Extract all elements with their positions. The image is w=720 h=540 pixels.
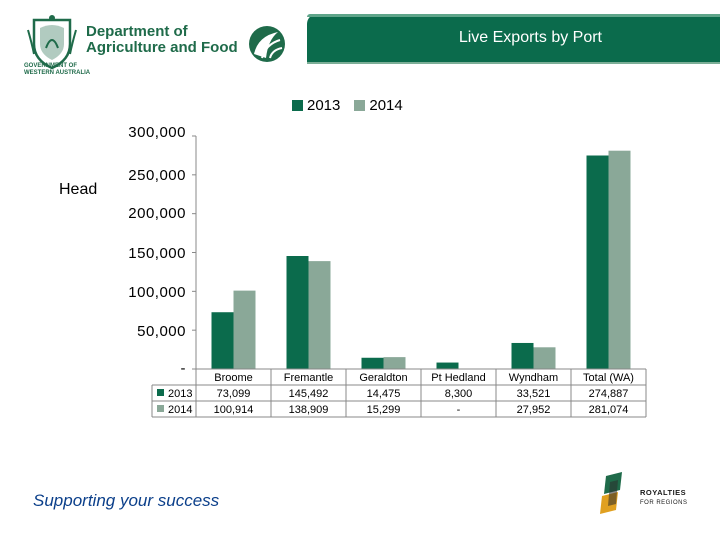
govt-line-2: WESTERN AUSTRALIA bbox=[24, 70, 91, 76]
data-value-label: 14,475 bbox=[367, 388, 401, 400]
x-category-label: Broome bbox=[214, 372, 253, 384]
bar-2013-fremantle bbox=[286, 256, 309, 369]
tagline: Supporting your success bbox=[33, 491, 220, 510]
x-category-label: Pt Hedland bbox=[431, 372, 485, 384]
y-tick-label: - bbox=[180, 360, 186, 377]
data-value-label: 281,074 bbox=[589, 404, 629, 416]
y-tick-label: 300,000 bbox=[128, 124, 186, 141]
y-tick-label: 100,000 bbox=[128, 284, 186, 301]
department-line-2: Agriculture and Food bbox=[86, 39, 238, 56]
y-tick-label: 200,000 bbox=[128, 205, 186, 222]
legend-swatch-2014 bbox=[354, 100, 366, 111]
leaf-logo-icon bbox=[249, 26, 285, 62]
legend-swatch-2013 bbox=[292, 100, 303, 111]
y-tick-label: 150,000 bbox=[128, 245, 186, 262]
bar-2013-total-wa- bbox=[586, 155, 609, 369]
data-value-label: 33,521 bbox=[517, 388, 551, 400]
department-name: Department of Agriculture and Food bbox=[86, 24, 238, 56]
logo-text-royalties: ROYALTIES bbox=[640, 488, 687, 497]
royalties-for-regions-logo-icon bbox=[600, 472, 622, 514]
data-value-label: 138,909 bbox=[289, 404, 329, 416]
bar-2013-pt-hedland bbox=[436, 362, 459, 369]
wa-government-crest-icon bbox=[27, 15, 77, 70]
data-value-label: 27,952 bbox=[517, 404, 551, 416]
data-value-label: 100,914 bbox=[214, 404, 254, 416]
logo-text-for-regions: FOR REGIONS bbox=[640, 500, 688, 506]
bar-2014-total-wa- bbox=[608, 150, 631, 369]
data-value-label: 145,492 bbox=[289, 388, 329, 400]
bar-2013-wyndham bbox=[511, 342, 534, 369]
legend-label-2013: 2013 bbox=[307, 97, 341, 114]
x-category-label: Wyndham bbox=[509, 372, 558, 384]
x-category-label: Total (WA) bbox=[583, 372, 634, 384]
x-category-label: Geraldton bbox=[359, 372, 407, 384]
header-divider bbox=[307, 62, 720, 64]
legend-item-2014: 2014 bbox=[354, 97, 403, 114]
y-axis-title: Head bbox=[59, 181, 98, 198]
table-series-label: 2013 bbox=[168, 388, 192, 400]
title-bar-accent bbox=[307, 14, 720, 17]
bar-2014-fremantle bbox=[308, 261, 331, 369]
data-value-label: 274,887 bbox=[589, 388, 629, 400]
data-value-label: 15,299 bbox=[367, 404, 401, 416]
table-legend-key-2013 bbox=[157, 389, 164, 396]
title-bar: Live Exports by Port bbox=[307, 14, 720, 62]
bar-2014-broome bbox=[233, 290, 256, 369]
data-value-label: 73,099 bbox=[217, 388, 251, 400]
government-label: GOVERNMENT OF WESTERN AUSTRALIA bbox=[24, 63, 90, 77]
department-line-1: Department of bbox=[86, 23, 188, 40]
y-tick-label: 50,000 bbox=[137, 323, 186, 340]
legend-label-2014: 2014 bbox=[369, 97, 403, 114]
y-tick-label: 250,000 bbox=[128, 167, 186, 184]
page-title: Live Exports by Port bbox=[458, 29, 602, 46]
data-value-label: - bbox=[457, 404, 461, 416]
bar-2014-geraldton bbox=[383, 357, 406, 369]
bar-2013-broome bbox=[211, 312, 234, 369]
govt-line-1: GOVERNMENT OF bbox=[24, 63, 78, 69]
bar-2013-geraldton bbox=[361, 357, 384, 369]
table-legend-key-2014 bbox=[157, 405, 164, 412]
chart-legend: 2013 2014 bbox=[292, 97, 417, 114]
legend-item-2013: 2013 bbox=[292, 97, 340, 114]
data-value-label: 8,300 bbox=[445, 388, 473, 400]
bar-2014-wyndham bbox=[533, 347, 556, 369]
table-series-label: 2014 bbox=[168, 404, 192, 416]
x-category-label: Fremantle bbox=[284, 372, 334, 384]
